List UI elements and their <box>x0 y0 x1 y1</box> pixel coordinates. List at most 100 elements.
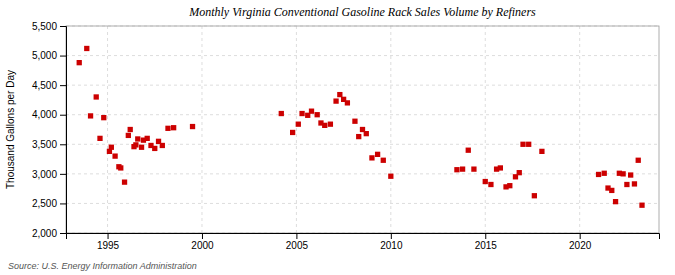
grid-line-y <box>66 55 659 56</box>
y-tick-mark <box>60 174 66 175</box>
point <box>483 179 488 184</box>
point <box>84 46 89 51</box>
point <box>190 124 195 129</box>
point <box>165 126 170 131</box>
point <box>532 193 537 198</box>
point <box>356 134 361 139</box>
point <box>135 136 140 141</box>
y-tick-label: 2,000 <box>32 228 57 239</box>
point <box>628 172 633 177</box>
point <box>309 109 314 114</box>
point <box>596 172 601 177</box>
point <box>128 127 133 132</box>
y-tick-label: 2,500 <box>32 198 57 209</box>
chart: 1995 2000 2005 2010 2015 2020 2,000 2,500 3,000 3… <box>0 0 675 275</box>
y-axis: 2,0002,5003,0003,5004,0004,5005,0005,500 <box>32 21 67 239</box>
point <box>145 136 150 141</box>
point <box>375 152 380 157</box>
point <box>118 165 123 170</box>
point <box>333 98 338 103</box>
point <box>369 155 374 160</box>
x-tick: 2015 <box>475 233 498 251</box>
point <box>388 174 393 179</box>
x-tick: 2010 <box>380 233 403 251</box>
title: Monthly Virginia Conventional Gasoline R… <box>188 5 536 19</box>
y-tick-mark <box>60 26 66 27</box>
point <box>101 115 106 120</box>
y-tick-mark <box>60 85 66 86</box>
point <box>460 166 465 171</box>
x-tick-label: 2020 <box>569 240 592 251</box>
point <box>364 131 369 136</box>
point <box>122 179 127 184</box>
y-tick: 4,500 <box>32 80 66 91</box>
point <box>526 142 531 147</box>
x-tick-label: 2010 <box>380 240 403 251</box>
point <box>290 130 295 135</box>
point <box>520 142 525 147</box>
plot: 1995 2000 2005 2010 2015 2020 2,000 2,500 3,000 3… <box>32 21 660 251</box>
y-tick-mark <box>60 56 66 57</box>
grid-line-y <box>66 203 659 204</box>
x-tick-mark <box>580 233 581 239</box>
points <box>77 46 645 208</box>
point <box>133 142 138 147</box>
point <box>381 158 386 163</box>
x-tick-label: 1995 <box>97 240 120 251</box>
grid-line-x <box>390 26 391 233</box>
point <box>609 188 614 193</box>
grid-line-y <box>66 114 659 115</box>
point <box>632 181 637 186</box>
x-axis: 1995 2000 2005 2010 2015 2020 <box>67 233 660 251</box>
x-tick-mark <box>202 233 203 239</box>
point <box>139 145 144 150</box>
point <box>636 158 641 163</box>
x-tick-mark <box>296 233 297 239</box>
point <box>160 143 165 148</box>
grid-line-x <box>579 26 580 233</box>
y-tick: 2,500 <box>32 198 66 209</box>
y-tick: 2,000 <box>32 228 66 239</box>
x-tick-mark <box>391 233 392 239</box>
point <box>299 111 304 116</box>
point <box>517 170 522 175</box>
grid-line-y <box>66 144 659 145</box>
point <box>279 111 284 116</box>
x-axis-line <box>67 234 660 240</box>
point <box>112 153 117 158</box>
point <box>328 122 333 127</box>
point <box>345 100 350 105</box>
y-tick-mark <box>60 144 66 145</box>
y-axis-label: Thousand Gallons per Day <box>5 70 16 189</box>
y-tick-label: 5,500 <box>32 21 57 32</box>
y-tick: 5,000 <box>32 50 66 61</box>
y-tick-label: 4,500 <box>32 80 57 91</box>
point <box>94 94 99 99</box>
x-tick-label: 2000 <box>191 240 214 251</box>
point <box>97 136 102 141</box>
x-tick: 2000 <box>191 233 214 251</box>
y-tick-mark <box>60 203 66 204</box>
y-tick-mark <box>60 115 66 116</box>
y-tick-label: 3,500 <box>32 139 57 150</box>
y-tick: 3,000 <box>32 169 66 180</box>
grid-line-y <box>66 173 659 174</box>
point <box>152 146 157 151</box>
y-tick: 3,500 <box>32 139 66 150</box>
point <box>488 182 493 187</box>
point <box>539 149 544 154</box>
point <box>454 167 459 172</box>
point <box>624 182 629 187</box>
y-tick-label: 3,000 <box>32 169 57 180</box>
grid <box>66 26 659 233</box>
point <box>471 166 476 171</box>
point <box>613 199 618 204</box>
point <box>498 165 503 170</box>
grid-line-y <box>66 85 659 86</box>
point <box>466 148 471 153</box>
point <box>171 125 176 130</box>
grid-line-x <box>485 26 486 233</box>
point <box>88 113 93 118</box>
x-tick: 2020 <box>569 233 592 251</box>
x-tick: 2005 <box>286 233 309 251</box>
